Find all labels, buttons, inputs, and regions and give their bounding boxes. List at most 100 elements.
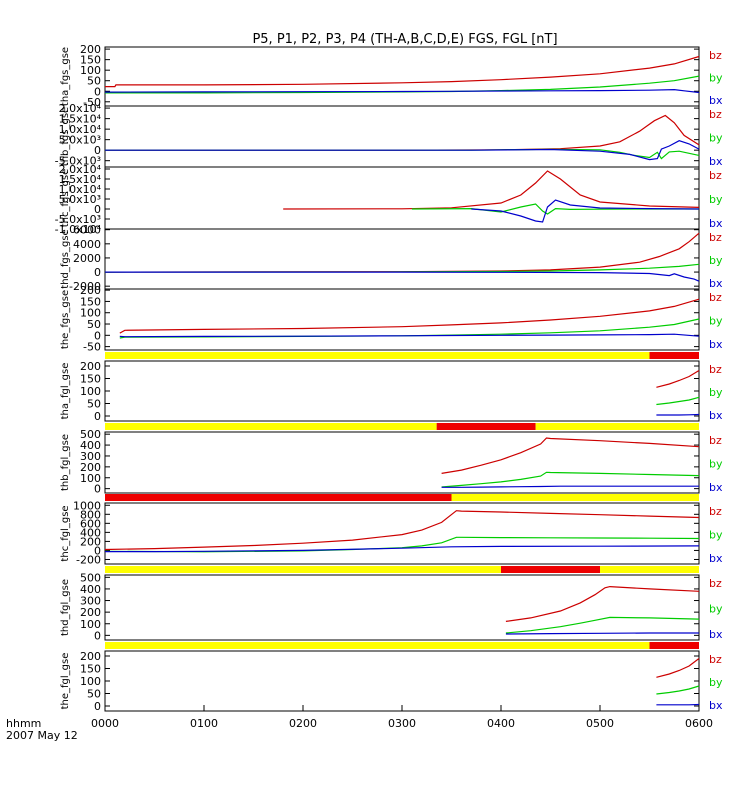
y-tick-label: 200 bbox=[80, 535, 101, 548]
series-bz bbox=[105, 55, 700, 88]
y-tick-label: 400 bbox=[80, 583, 101, 596]
legend-by: by bbox=[709, 72, 723, 85]
series-by bbox=[441, 471, 700, 488]
y-tick-label: 100 bbox=[80, 307, 101, 320]
y-tick-label: -50 bbox=[83, 96, 101, 109]
y-tick-label: 0 bbox=[94, 410, 101, 423]
y-tick-label: 1.5x10⁴ bbox=[59, 113, 102, 126]
y-tick-label: 200 bbox=[80, 650, 101, 663]
series-bx bbox=[105, 271, 700, 282]
y-axis-label: thc_fgl_gse bbox=[60, 505, 71, 561]
mode-bar-segment-red bbox=[436, 423, 536, 430]
y-tick-label: 150 bbox=[80, 373, 101, 386]
mode-bar-segment-yellow bbox=[105, 423, 437, 430]
mode-bar-segment-yellow bbox=[535, 423, 699, 430]
y-axis-label: thd_fgl_gse bbox=[60, 579, 71, 636]
y-tick-label: 6000 bbox=[73, 224, 101, 237]
y-axis-label: thd_fgs_gse bbox=[60, 229, 71, 288]
legend-bz: bz bbox=[709, 434, 722, 447]
y-tick-label: 400 bbox=[80, 526, 101, 539]
y-tick-label: 2.0x10⁴ bbox=[59, 102, 102, 115]
y-tick-label: 400 bbox=[80, 439, 101, 452]
series-bz bbox=[104, 510, 700, 551]
x-tick-label: 0600 bbox=[685, 717, 713, 730]
legend-by: by bbox=[709, 315, 723, 328]
panel-frame bbox=[104, 46, 700, 107]
legend-bz: bz bbox=[709, 49, 722, 62]
legend-bx: bx bbox=[709, 155, 723, 168]
series-bx bbox=[119, 333, 700, 338]
y-tick-label: -5.0x10³ bbox=[55, 155, 101, 168]
panel-frame bbox=[104, 228, 700, 290]
legend-bx: bx bbox=[709, 277, 723, 290]
legend-bz: bz bbox=[709, 169, 722, 182]
series-bz bbox=[656, 658, 700, 678]
y-tick-label: 100 bbox=[80, 675, 101, 688]
y-tick-label: -2000 bbox=[69, 280, 101, 293]
time-axis-label: hhmm bbox=[6, 717, 41, 730]
series-bz bbox=[656, 369, 700, 388]
legend-by: by bbox=[709, 676, 723, 689]
series-bz bbox=[105, 114, 700, 151]
series-bx bbox=[656, 413, 700, 416]
panel-frame bbox=[104, 288, 700, 351]
y-axis-label: thb_fgs_gse bbox=[60, 107, 71, 166]
y-axis-label: tha_fgs_gse bbox=[60, 47, 71, 106]
legend-by: by bbox=[709, 458, 723, 471]
y-tick-label: -200 bbox=[76, 553, 101, 566]
panel-frame bbox=[104, 360, 700, 422]
legend-by: by bbox=[709, 132, 723, 145]
mode-bar-segment-yellow bbox=[105, 566, 501, 573]
y-tick-label: 1.0x10⁴ bbox=[59, 183, 102, 196]
legend-bx: bx bbox=[709, 481, 723, 494]
panel-thb_fgs_gse: -5.0x10³05.0x10³1.0x10⁴1.5x10⁴2.0x10⁴thb… bbox=[55, 102, 723, 168]
x-tick-label: 0500 bbox=[586, 717, 614, 730]
series-bz bbox=[441, 437, 700, 474]
y-tick-label: 150 bbox=[80, 54, 101, 67]
y-tick-label: 500 bbox=[80, 428, 101, 441]
y-tick-label: 300 bbox=[80, 595, 101, 608]
series-bz bbox=[104, 232, 700, 273]
y-axis-label: the_fgl_gse bbox=[60, 653, 71, 710]
mode-bar-segment-yellow bbox=[105, 642, 650, 649]
series-bx bbox=[104, 88, 700, 94]
legend-bx: bx bbox=[709, 217, 723, 230]
x-tick-label: 0200 bbox=[289, 717, 317, 730]
y-tick-label: 100 bbox=[80, 64, 101, 77]
series-bx bbox=[471, 199, 700, 223]
x-tick-label: 0000 bbox=[91, 717, 119, 730]
y-tick-label: 200 bbox=[80, 461, 101, 474]
y-tick-label: 2.0x10⁴ bbox=[59, 163, 102, 176]
y-tick-label: 200 bbox=[80, 43, 101, 56]
y-tick-label: 0 bbox=[94, 483, 101, 496]
mode-bar-segment-red bbox=[105, 494, 452, 501]
legend-by: by bbox=[709, 254, 723, 267]
series-by bbox=[656, 396, 700, 406]
legend-bz: bz bbox=[709, 577, 722, 590]
y-axis-label: tha_fgl_gse bbox=[60, 363, 71, 420]
time-axis-date: 2007 May 12 bbox=[6, 729, 78, 742]
y-tick-label: 0 bbox=[94, 85, 101, 98]
y-tick-label: 100 bbox=[80, 618, 101, 631]
y-tick-label: 1000 bbox=[73, 499, 101, 512]
y-axis-label: thc_fgs_gse bbox=[60, 169, 71, 228]
y-tick-label: 800 bbox=[80, 508, 101, 521]
mode-bar-segment-yellow bbox=[105, 352, 650, 359]
y-tick-label: 50 bbox=[87, 398, 101, 411]
series-bx bbox=[105, 545, 700, 553]
mode-bars bbox=[105, 352, 699, 649]
series-by bbox=[505, 616, 700, 634]
series-bx bbox=[441, 485, 699, 488]
y-tick-label: 200 bbox=[80, 360, 101, 373]
y-tick-label: 4000 bbox=[73, 238, 101, 251]
legend-bx: bx bbox=[709, 338, 723, 351]
y-tick-label: 100 bbox=[80, 385, 101, 398]
y-tick-label: 200 bbox=[80, 606, 101, 619]
